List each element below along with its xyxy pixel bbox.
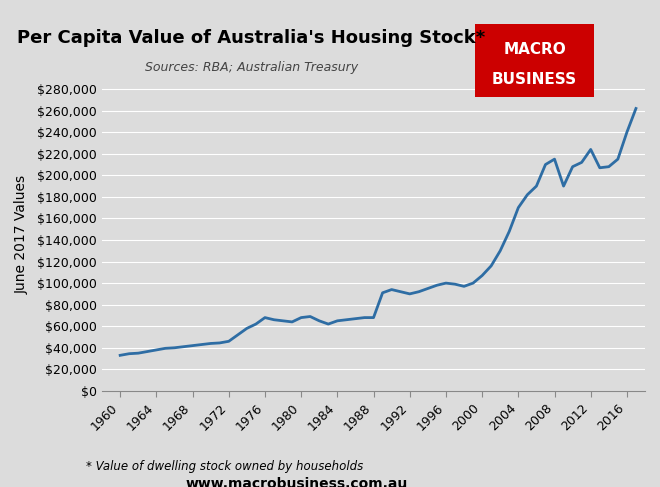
Text: MACRO: MACRO [503, 42, 566, 57]
Text: Sources: RBA; Australian Treasury: Sources: RBA; Australian Treasury [145, 61, 358, 74]
Text: www.macrobusiness.com.au: www.macrobusiness.com.au [186, 477, 408, 487]
Text: BUSINESS: BUSINESS [492, 72, 577, 87]
Text: Per Capita Value of Australia's Housing Stock*: Per Capita Value of Australia's Housing … [16, 29, 485, 47]
Y-axis label: June 2017 Values: June 2017 Values [15, 175, 29, 294]
Text: * Value of dwelling stock owned by households: * Value of dwelling stock owned by house… [86, 460, 363, 473]
